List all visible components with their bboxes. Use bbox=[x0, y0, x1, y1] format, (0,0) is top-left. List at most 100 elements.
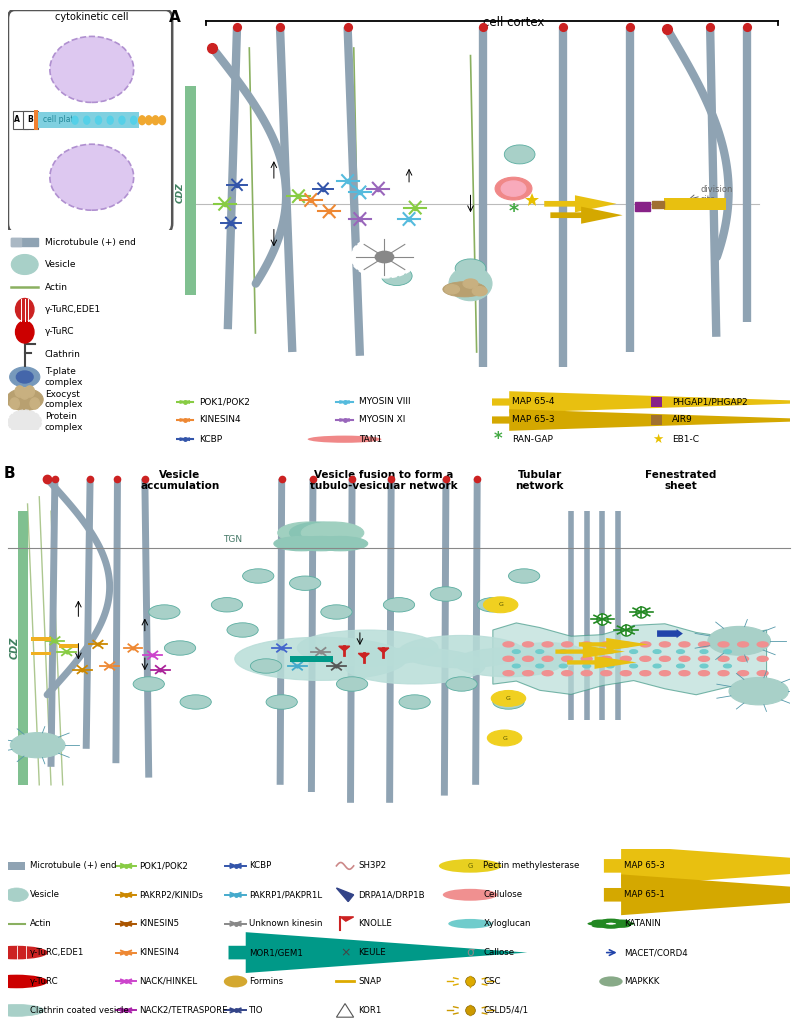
Text: PAKRP1/PAKPR1L: PAKRP1/PAKPR1L bbox=[249, 890, 322, 899]
Text: Clathrin coated vesicle: Clathrin coated vesicle bbox=[30, 1006, 128, 1015]
Text: Protein
complex: Protein complex bbox=[45, 413, 83, 432]
Circle shape bbox=[180, 695, 211, 710]
Circle shape bbox=[562, 671, 573, 676]
Text: POK1/POK2: POK1/POK2 bbox=[140, 861, 188, 870]
Text: AIR9: AIR9 bbox=[672, 416, 693, 425]
Circle shape bbox=[757, 671, 768, 676]
Text: B: B bbox=[4, 466, 16, 481]
Text: division
site: division site bbox=[701, 184, 733, 204]
Circle shape bbox=[152, 116, 159, 125]
Ellipse shape bbox=[6, 388, 43, 411]
Bar bbox=[11, 239, 38, 246]
Circle shape bbox=[601, 642, 612, 647]
Text: Cellulose: Cellulose bbox=[484, 890, 523, 899]
Text: MACET/CORD4: MACET/CORD4 bbox=[624, 948, 688, 957]
Circle shape bbox=[211, 598, 243, 612]
Text: G: G bbox=[506, 696, 511, 700]
Circle shape bbox=[399, 695, 430, 710]
Circle shape bbox=[503, 642, 514, 647]
FancyArrow shape bbox=[604, 846, 798, 887]
Circle shape bbox=[251, 658, 282, 673]
Circle shape bbox=[439, 859, 501, 872]
Circle shape bbox=[659, 671, 670, 676]
FancyArrow shape bbox=[228, 932, 527, 973]
Circle shape bbox=[535, 650, 543, 653]
Polygon shape bbox=[340, 916, 354, 922]
Text: NACK2/TETRASPORE: NACK2/TETRASPORE bbox=[140, 1006, 228, 1015]
Ellipse shape bbox=[599, 976, 622, 986]
Ellipse shape bbox=[508, 643, 587, 668]
Ellipse shape bbox=[10, 367, 40, 387]
FancyArrow shape bbox=[492, 391, 798, 413]
Text: γ-TuRC: γ-TuRC bbox=[45, 328, 74, 337]
Text: TAN1: TAN1 bbox=[358, 435, 382, 443]
Ellipse shape bbox=[274, 537, 329, 551]
Bar bbox=[38, 113, 139, 128]
Bar bbox=[290, 656, 333, 662]
Text: MAP 65-3: MAP 65-3 bbox=[512, 416, 555, 425]
Circle shape bbox=[583, 650, 591, 653]
Circle shape bbox=[679, 671, 690, 676]
Circle shape bbox=[493, 695, 524, 710]
Text: KINESIN4: KINESIN4 bbox=[140, 948, 180, 957]
Circle shape bbox=[562, 642, 573, 647]
Text: PHGAP1/PHGAP2: PHGAP1/PHGAP2 bbox=[672, 397, 748, 407]
Polygon shape bbox=[339, 646, 350, 651]
Text: TIO: TIO bbox=[249, 1006, 263, 1015]
Text: CDZ: CDZ bbox=[176, 182, 184, 203]
Text: Tubular
network: Tubular network bbox=[516, 470, 564, 492]
Text: KCBP: KCBP bbox=[199, 435, 222, 443]
Circle shape bbox=[591, 924, 610, 928]
Circle shape bbox=[640, 642, 651, 647]
Text: KEULE: KEULE bbox=[358, 948, 386, 957]
Text: SH3P2: SH3P2 bbox=[358, 861, 386, 870]
Circle shape bbox=[308, 435, 381, 442]
Circle shape bbox=[446, 677, 477, 691]
Text: MAP 65-3: MAP 65-3 bbox=[624, 861, 665, 870]
Text: cell plate: cell plate bbox=[43, 116, 78, 125]
Circle shape bbox=[581, 671, 592, 676]
Polygon shape bbox=[358, 653, 369, 658]
Circle shape bbox=[350, 237, 418, 278]
Circle shape bbox=[602, 925, 620, 929]
Circle shape bbox=[700, 650, 708, 653]
Circle shape bbox=[542, 671, 553, 676]
Text: MYOSIN VIII: MYOSIN VIII bbox=[358, 397, 410, 407]
Circle shape bbox=[659, 642, 670, 647]
Circle shape bbox=[119, 117, 125, 124]
Bar bbox=[59, 644, 78, 648]
Ellipse shape bbox=[344, 648, 485, 684]
Circle shape bbox=[679, 656, 690, 662]
Circle shape bbox=[30, 398, 39, 410]
Circle shape bbox=[630, 665, 638, 668]
Circle shape bbox=[290, 575, 321, 591]
Text: Vesicle
accumulation: Vesicle accumulation bbox=[140, 470, 219, 492]
Ellipse shape bbox=[313, 537, 368, 551]
Bar bbox=[185, 86, 196, 295]
Text: Vesicle: Vesicle bbox=[30, 890, 60, 899]
Text: POK1/POK2: POK1/POK2 bbox=[199, 397, 250, 407]
Ellipse shape bbox=[223, 976, 247, 987]
Circle shape bbox=[718, 642, 729, 647]
Text: γ-TuRC: γ-TuRC bbox=[30, 977, 58, 986]
Circle shape bbox=[492, 690, 526, 707]
Text: Fenestrated
sheet: Fenestrated sheet bbox=[645, 470, 717, 492]
Circle shape bbox=[615, 922, 634, 926]
Circle shape bbox=[700, 665, 708, 668]
Text: Xyloglucan: Xyloglucan bbox=[484, 920, 531, 928]
Circle shape bbox=[698, 671, 709, 676]
Circle shape bbox=[375, 251, 393, 263]
FancyArrow shape bbox=[492, 410, 798, 431]
Circle shape bbox=[321, 605, 352, 620]
Bar bbox=[651, 396, 662, 408]
Circle shape bbox=[448, 919, 492, 929]
Text: Microtubule (+) end: Microtubule (+) end bbox=[30, 861, 117, 870]
Ellipse shape bbox=[294, 537, 348, 551]
Bar bbox=[34, 111, 38, 130]
Bar bbox=[23, 112, 38, 129]
Ellipse shape bbox=[302, 522, 364, 544]
Circle shape bbox=[72, 117, 78, 124]
Circle shape bbox=[266, 695, 298, 710]
FancyArrow shape bbox=[551, 207, 622, 224]
Circle shape bbox=[148, 605, 180, 620]
